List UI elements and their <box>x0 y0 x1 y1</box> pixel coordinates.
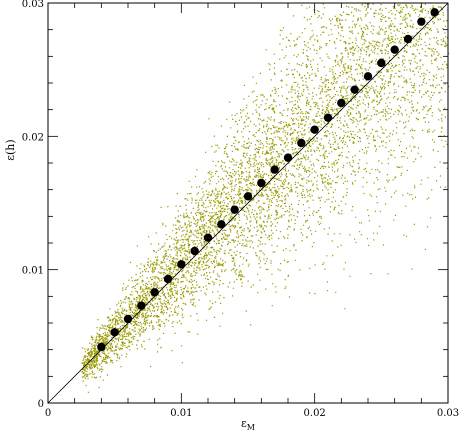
data-point-1 <box>110 328 119 337</box>
data-point-10 <box>230 205 239 214</box>
plot-frame <box>47 2 449 404</box>
y-axis-label: ε(h) <box>4 139 17 160</box>
data-point-8 <box>203 233 213 242</box>
x-axis-label-main: ε <box>241 417 247 430</box>
data-point-17 <box>323 113 333 122</box>
y-tick-label: 0.03 <box>22 0 44 10</box>
data-point-6 <box>177 260 186 269</box>
y-tick-label: 0.01 <box>22 266 44 277</box>
data-point-18 <box>337 98 346 108</box>
data-point-3 <box>137 301 146 310</box>
density-cloud <box>81 3 450 393</box>
data-point-22 <box>390 45 399 54</box>
data-point-15 <box>297 138 306 148</box>
x-tick-label: 0 <box>45 408 51 419</box>
y-tick-label: 0.02 <box>22 132 44 143</box>
data-point-14 <box>283 153 293 162</box>
data-point-23 <box>403 34 413 44</box>
binned-mean-markers <box>97 8 439 352</box>
data-point-13 <box>270 165 279 174</box>
data-point-11 <box>243 192 253 201</box>
y-tick-label: 0 <box>38 399 44 410</box>
reference-line <box>47 2 449 404</box>
tick-labels: 0 0.01 0.02 0.03 0 0.01 0.02 0.03 <box>22 0 459 419</box>
x-tick-label: 0.01 <box>170 408 192 419</box>
data-point-7 <box>190 246 199 256</box>
data-point-19 <box>350 85 359 94</box>
data-point-0 <box>97 342 106 352</box>
axis-ticks <box>47 2 449 404</box>
cloud-points <box>81 3 450 393</box>
data-point-20 <box>363 72 373 81</box>
data-point-5 <box>163 274 173 284</box>
data-point-21 <box>377 58 386 68</box>
x-axis-label: εM <box>241 417 255 432</box>
data-point-12 <box>257 178 266 188</box>
data-point-9 <box>217 220 226 229</box>
x-tick-label: 0.03 <box>437 408 459 419</box>
data-point-24 <box>417 17 426 26</box>
data-point-25 <box>430 8 439 17</box>
x-tick-label: 0.02 <box>304 408 326 419</box>
x-axis-label-sub: M <box>247 423 255 432</box>
data-point-4 <box>150 288 159 297</box>
data-point-2 <box>123 314 133 324</box>
data-point-16 <box>310 125 319 134</box>
